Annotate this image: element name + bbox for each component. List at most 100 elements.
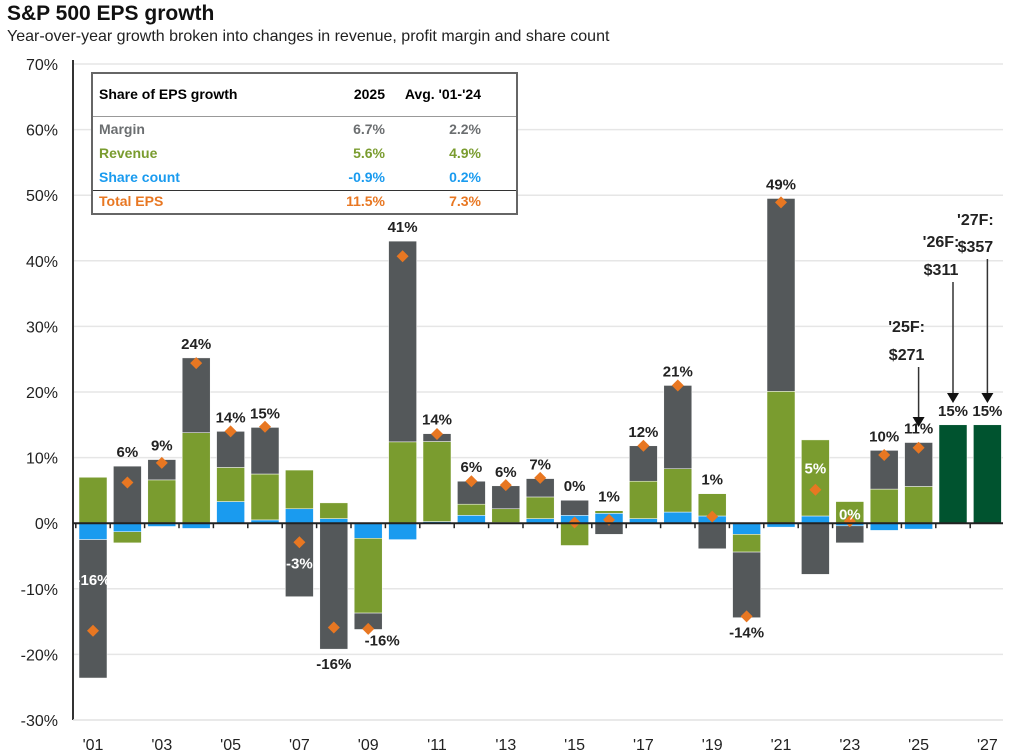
total-eps-marker [155, 456, 168, 469]
bar-margin [835, 525, 865, 544]
row-2025: 5.6% [353, 145, 385, 161]
bar-share-count [113, 522, 142, 532]
bar-margin [766, 198, 796, 392]
table-row-total-eps: Total EPS 11.5% 7.3% [99, 193, 510, 215]
bar-share-count [216, 501, 245, 524]
data-label: -3% [286, 556, 313, 573]
bar-revenue [869, 488, 899, 524]
bar-share-count [663, 511, 693, 524]
data-label: 6% [495, 464, 517, 481]
bar-revenue [388, 441, 417, 524]
bar-revenue [181, 432, 211, 524]
chart-title: S&P 500 EPS growth [7, 2, 215, 25]
total-eps-marker [534, 471, 547, 484]
bar-share-count [801, 515, 830, 524]
x-tick-label: '21 [771, 737, 792, 754]
bar-margin [113, 465, 142, 524]
bar-forecast [938, 424, 968, 524]
header-avg: Avg. '01-'24 [404, 86, 481, 102]
bar-revenue [285, 469, 314, 510]
total-eps-marker [843, 515, 856, 528]
total-eps-marker [431, 427, 443, 440]
x-tick-label: '27 [977, 737, 998, 754]
total-eps-marker [706, 510, 719, 523]
bar-revenue [78, 477, 108, 524]
bar-share-count [732, 522, 761, 535]
data-label: 14% [422, 412, 452, 429]
row-avg: 0.2% [449, 169, 481, 185]
forecast-annotation: $311 [924, 262, 959, 279]
forecast-annotation: $357 [958, 239, 994, 256]
data-label: 0% [564, 478, 586, 495]
total-eps-marker [87, 624, 99, 637]
total-eps-marker [499, 479, 512, 492]
x-tick-label: '13 [495, 737, 516, 754]
x-tick-label: '01 [83, 737, 104, 754]
x-tick-label: '09 [358, 737, 379, 754]
row-label: Margin [99, 121, 145, 137]
data-label: 11% [904, 421, 933, 438]
bar-margin [250, 427, 280, 475]
data-label: 15% [938, 403, 968, 420]
divider [93, 190, 516, 191]
arrow-down-icon [981, 393, 994, 403]
eps-share-table: Share of EPS growth 2025 Avg. '01-'24 Ma… [91, 72, 518, 215]
bar-revenue [147, 479, 177, 524]
data-label: 6% [117, 444, 139, 461]
bar-revenue [457, 503, 486, 516]
bar-margin [697, 522, 727, 550]
row-2025: -0.9% [348, 169, 385, 185]
bar-forecast [973, 424, 1002, 524]
x-tick-label: '15 [564, 737, 585, 754]
bar-share-count [353, 522, 383, 539]
bar-margin [663, 385, 693, 470]
x-tick-label: '11 [427, 737, 447, 754]
table-row-share-count: Share count -0.9% 0.2% [99, 169, 510, 191]
total-eps-marker [259, 420, 271, 433]
total-eps-marker [775, 196, 787, 209]
total-eps-marker [190, 357, 203, 370]
total-eps-marker [396, 250, 409, 263]
row-avg: 2.2% [449, 121, 481, 137]
total-eps-marker [740, 610, 753, 623]
total-eps-marker [121, 476, 134, 489]
bar-revenue [353, 538, 383, 614]
bar-revenue [422, 441, 452, 522]
data-label: 6% [461, 459, 483, 476]
bar-revenue [732, 534, 761, 553]
data-label: 41% [388, 219, 418, 236]
x-tick-label: '03 [151, 737, 172, 754]
table-header: Share of EPS growth 2025 Avg. '01-'24 [99, 86, 510, 108]
table-row-revenue: Revenue 5.6% 4.9% [99, 145, 510, 167]
data-label: 12% [628, 424, 658, 441]
row-avg: 4.9% [449, 145, 481, 161]
data-label: 1% [701, 472, 723, 489]
bar-revenue [594, 510, 624, 514]
y-tick-label: 30% [26, 319, 58, 336]
bar-revenue [904, 486, 933, 524]
arrow-down-icon [912, 417, 925, 427]
bar-margin [181, 357, 211, 433]
header-2025: 2025 [353, 86, 385, 102]
bar-share-count [388, 522, 417, 540]
total-eps-marker [637, 439, 650, 452]
bar-margin [801, 522, 830, 575]
row-label: Share count [99, 169, 180, 185]
bar-revenue [766, 391, 796, 524]
y-tick-label: -30% [21, 713, 58, 730]
row-2025: 6.7% [353, 121, 385, 137]
total-eps-marker [362, 622, 375, 635]
total-eps-marker [809, 483, 822, 496]
bar-revenue [525, 496, 555, 519]
data-label: 14% [216, 409, 246, 426]
y-tick-label: 50% [26, 188, 58, 205]
data-label: -16% [75, 572, 110, 589]
data-label: 49% [766, 176, 796, 193]
bar-margin [560, 499, 589, 516]
bar-share-count [457, 515, 486, 524]
bar-share-count [869, 522, 899, 531]
y-tick-label: -10% [21, 582, 58, 599]
table-row-margin: Margin 6.7% 2.2% [99, 121, 510, 143]
total-eps-marker [671, 379, 684, 392]
